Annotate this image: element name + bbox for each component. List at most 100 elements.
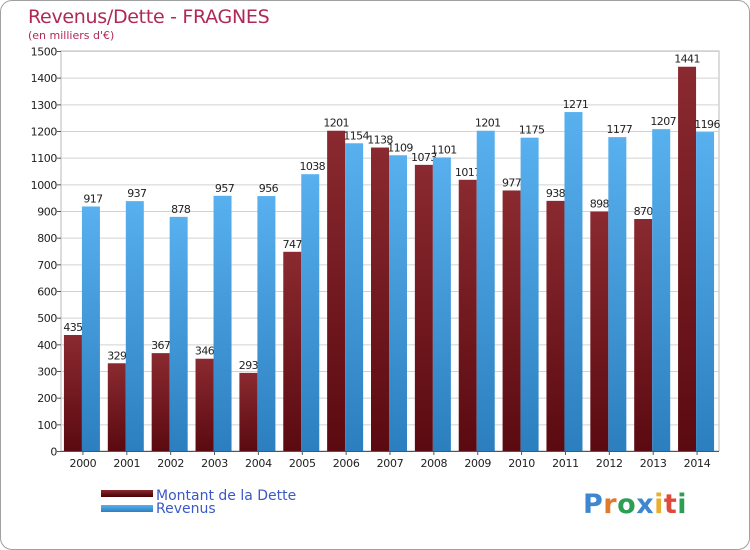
y-tick-label: 1400 <box>31 72 58 85</box>
logo-letter: P <box>583 489 604 520</box>
data-label: 1109 <box>387 141 413 154</box>
y-tick-label: 300 <box>37 366 57 379</box>
data-label: 1196 <box>694 118 720 131</box>
bar-revenus <box>389 155 407 451</box>
y-tick-label: 1200 <box>31 126 58 139</box>
data-label: 367 <box>151 339 171 352</box>
bar-revenus <box>476 130 495 451</box>
y-tick-label: 100 <box>37 419 57 432</box>
y-tick-label: 600 <box>37 286 57 299</box>
bar-revenus <box>520 137 539 451</box>
x-tick-label: 2002 <box>157 457 184 470</box>
chart-title: Revenus/Dette - FRAGNES <box>28 6 270 28</box>
data-label: 956 <box>259 182 279 195</box>
x-tick-label: 2014 <box>684 457 711 470</box>
data-label: 1201 <box>475 117 501 130</box>
y-tick-label: 900 <box>37 206 57 219</box>
data-label: 1271 <box>563 98 589 111</box>
bar-dette <box>107 363 126 451</box>
x-tick-label: 2008 <box>420 457 447 470</box>
chart-subtitle: (en milliers d'€) <box>28 29 115 42</box>
bar-dette <box>414 164 433 451</box>
bar-dette <box>327 130 346 451</box>
logo-letter: o <box>617 489 637 520</box>
logo-letter: x <box>636 489 655 520</box>
data-label: 870 <box>634 205 654 218</box>
x-tick-label: 2009 <box>464 457 491 470</box>
legend-swatch-revenus <box>101 505 153 512</box>
x-tick-label: 2007 <box>377 457 404 470</box>
data-label: 957 <box>215 182 235 195</box>
data-label: 747 <box>283 238 303 251</box>
y-tick-label: 200 <box>37 392 57 405</box>
data-label: 1138 <box>367 134 393 147</box>
logo-letter: t <box>663 489 678 520</box>
data-label: 898 <box>590 198 610 211</box>
data-label: 977 <box>502 176 522 189</box>
y-tick-label: 0 <box>50 446 57 459</box>
logo-letter: r <box>603 489 618 520</box>
bar-revenus <box>432 157 451 451</box>
legend-label-dette: Montant de la Dette <box>156 488 297 504</box>
x-tick-label: 2004 <box>245 457 272 470</box>
bar-revenus <box>608 137 627 451</box>
data-label: 435 <box>63 321 83 334</box>
x-tick-label: 2012 <box>596 457 623 470</box>
bar-revenus <box>564 112 583 452</box>
y-tick-label: 800 <box>37 232 57 245</box>
bar-dette <box>239 372 258 451</box>
data-label: 1073 <box>411 151 437 164</box>
bar-dette <box>151 353 170 451</box>
bar-revenus <box>125 201 144 451</box>
x-tick-label: 2011 <box>552 457 579 470</box>
y-tick-label: 1000 <box>31 179 58 192</box>
y-tick-label: 500 <box>37 312 57 325</box>
bar-dette <box>502 190 521 451</box>
logo-letter: i <box>677 489 688 520</box>
y-tick-label: 700 <box>37 259 57 272</box>
logo-letter: i <box>654 489 664 520</box>
data-label: 917 <box>83 192 103 205</box>
bar-dette <box>195 358 214 451</box>
legend-label-revenus: Revenus <box>156 501 216 517</box>
bar-revenus <box>652 129 671 451</box>
data-label: 1201 <box>323 117 349 130</box>
data-label: 937 <box>127 187 147 200</box>
y-tick-label: 1500 <box>31 46 58 59</box>
y-tick-label: 1100 <box>31 152 58 165</box>
bar-dette <box>590 211 609 451</box>
data-label: 293 <box>239 359 259 372</box>
bar-revenus <box>257 196 276 451</box>
bar-revenus <box>696 132 715 452</box>
data-label: 1017 <box>455 166 481 179</box>
x-tick-label: 2005 <box>289 457 316 470</box>
data-label: 329 <box>107 349 127 362</box>
bar-dette <box>458 179 477 452</box>
data-label: 878 <box>171 203 191 216</box>
bar-dette <box>546 200 565 451</box>
bar-revenus <box>169 216 188 451</box>
data-label: 938 <box>546 187 566 200</box>
data-label: 1207 <box>650 115 676 128</box>
legend-swatch-dette <box>101 490 153 497</box>
bar-dette <box>63 335 82 451</box>
data-label: 1175 <box>519 124 545 137</box>
data-label: 1038 <box>299 160 325 173</box>
bar-revenus <box>301 174 320 451</box>
x-tick-label: 2010 <box>508 457 535 470</box>
bar-dette <box>634 219 653 451</box>
bar-dette <box>371 147 389 452</box>
x-tick-label: 2000 <box>70 457 97 470</box>
data-label: 1177 <box>607 123 633 136</box>
data-label: 1101 <box>431 143 457 156</box>
data-label: 346 <box>195 345 215 358</box>
bar-revenus <box>213 195 232 451</box>
data-label: 1154 <box>343 129 369 142</box>
y-tick-label: 1300 <box>31 99 58 112</box>
x-tick-label: 2003 <box>201 457 228 470</box>
x-tick-label: 2001 <box>113 457 140 470</box>
data-label: 1441 <box>674 53 700 66</box>
x-tick-label: 2013 <box>640 457 667 470</box>
